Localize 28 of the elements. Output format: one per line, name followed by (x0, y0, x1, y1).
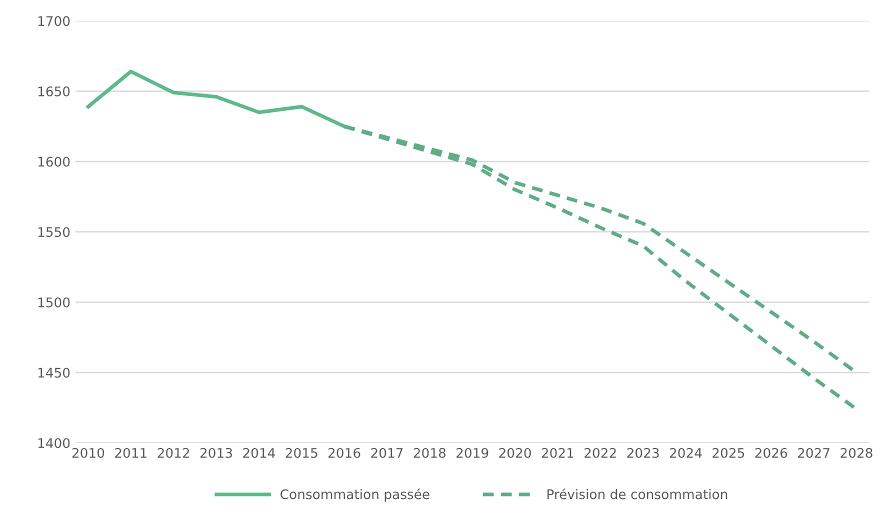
x-tick-label: 2011 (115, 448, 146, 458)
x-tick-label: 2020 (499, 448, 531, 458)
legend-label: Consommation passée (280, 488, 430, 502)
legend-label: Prévision de consommation (547, 488, 728, 500)
y-tick-label: 1500 (38, 297, 70, 308)
x-tick-label: 2016 (328, 448, 360, 458)
x-tick-label: 2026 (755, 448, 788, 458)
x-tick-label: 2025 (712, 448, 744, 458)
x-tick-label: 2010 (72, 448, 104, 458)
y-tick-label: 1700 (38, 16, 70, 26)
x-tick-label: 2018 (414, 448, 446, 458)
x-tick-label: 2027 (798, 448, 830, 458)
x-tick-label: 2021 (542, 448, 574, 458)
x-tick-label: 2028 (840, 448, 872, 458)
x-tick-label: 2013 (200, 448, 232, 458)
y-tick-label: 1400 (38, 438, 70, 448)
x-tick-label: 2012 (158, 448, 190, 458)
y-tick-label: 1550 (38, 227, 70, 238)
x-tick-label: 2014 (243, 448, 275, 458)
x-tick-label: 2019 (456, 448, 488, 458)
x-tick-label: 2015 (286, 448, 318, 458)
y-tick-label: 1450 (38, 368, 70, 378)
y-tick-label: 1650 (38, 86, 70, 96)
y-tick-label: 1600 (38, 156, 70, 167)
x-tick-label: 2022 (584, 448, 616, 458)
x-tick-label: 2017 (371, 448, 403, 458)
x-tick-label: 2023 (627, 448, 659, 458)
x-tick-label: 2024 (670, 448, 702, 458)
